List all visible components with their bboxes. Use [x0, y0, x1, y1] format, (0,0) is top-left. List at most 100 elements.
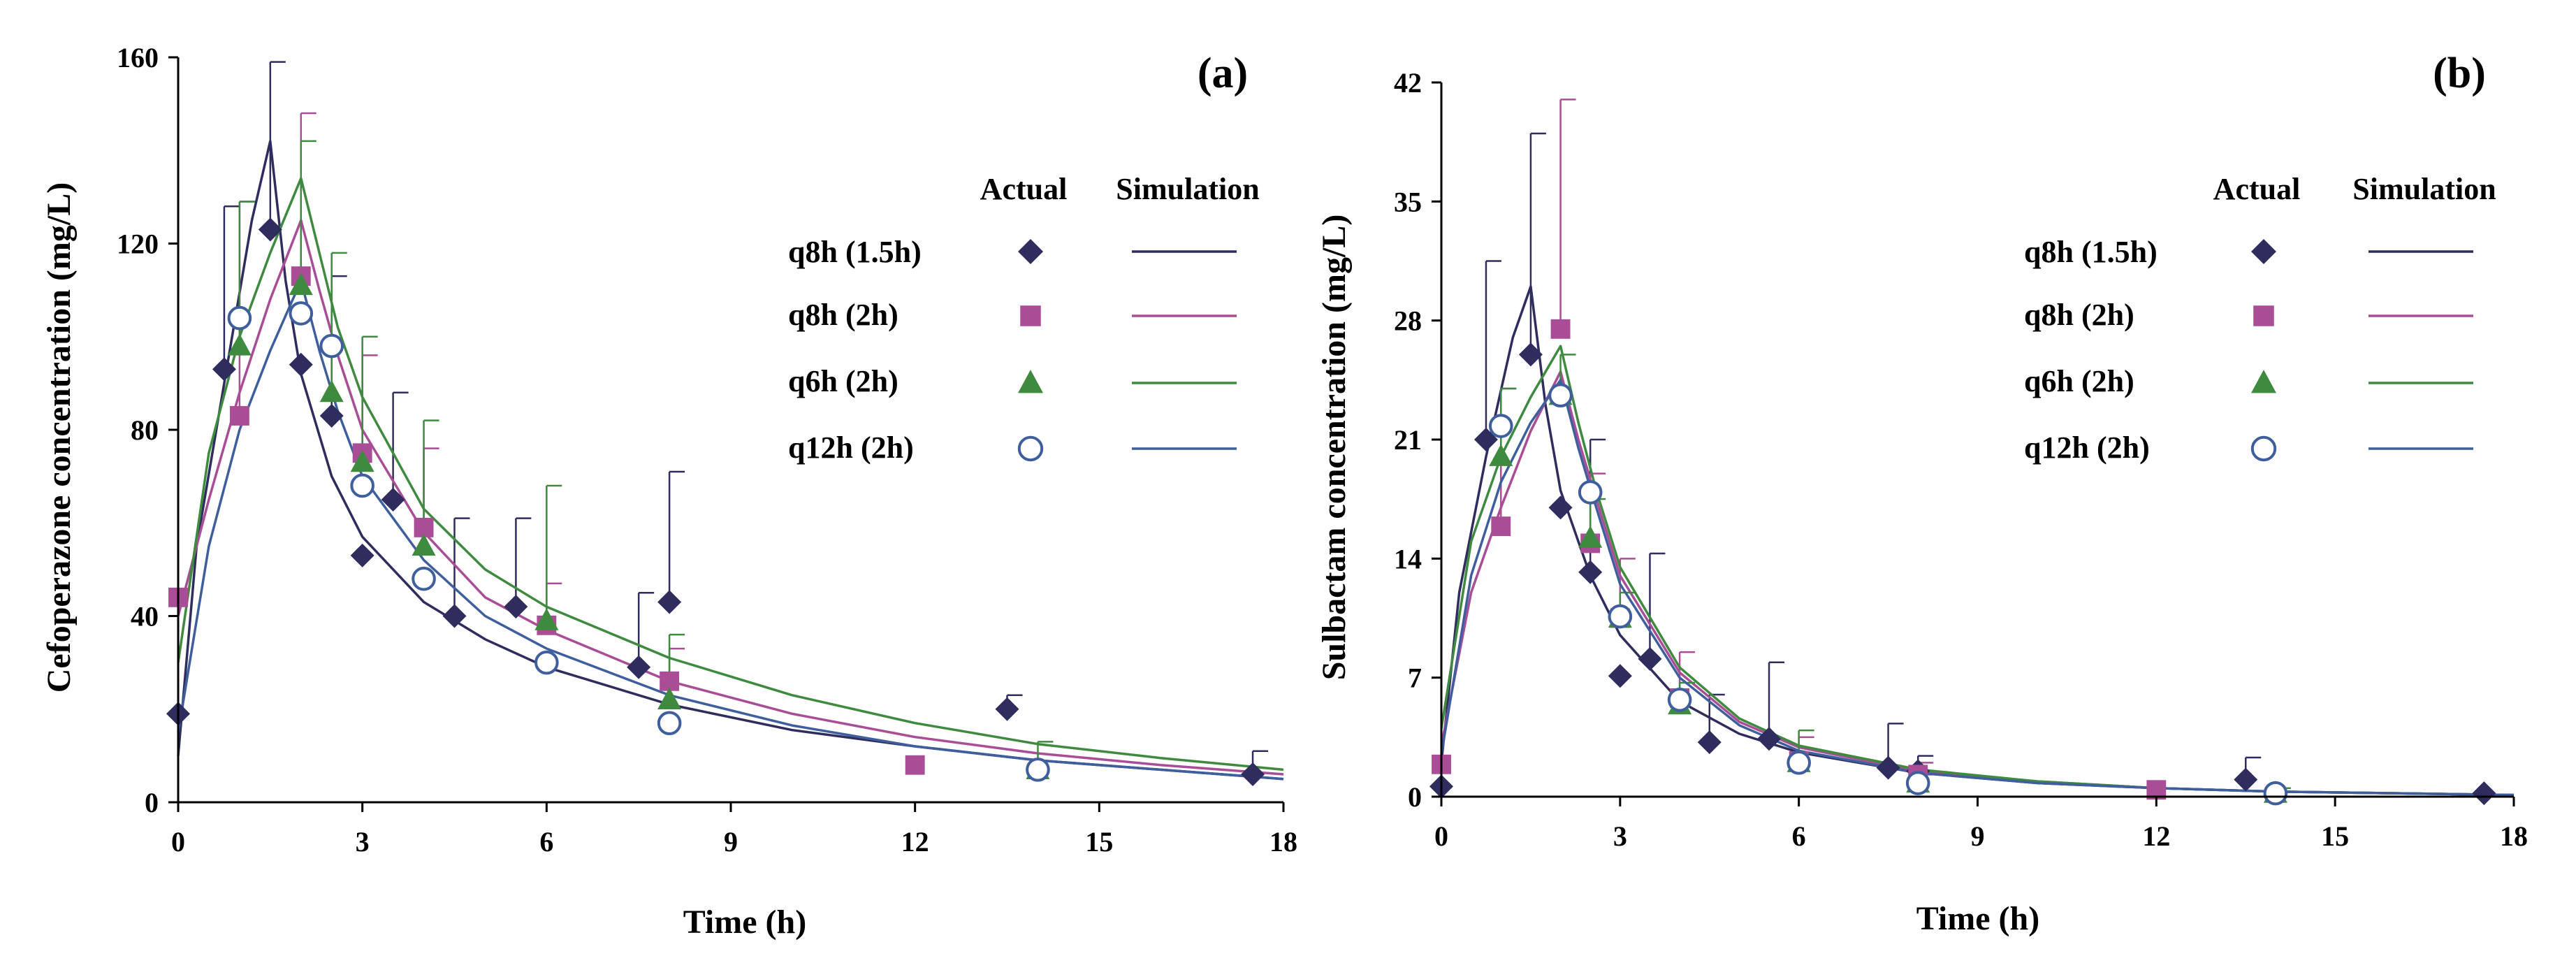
panel-a-actual-point-q8h-1-5h: [442, 604, 467, 628]
panel-a-legend-marker-q8h-2h: [1020, 305, 1041, 326]
panel-a-actual-point-q12h-2h: [1026, 758, 1050, 782]
panel-a-actual-point-q8h-2h: [229, 406, 249, 426]
panel-a-actual-point-q12h-2h: [657, 711, 682, 736]
panel-a-y-tick-label: 80: [131, 414, 159, 446]
panel-b-actual-point-q6h-2h: [1578, 526, 1603, 548]
panel-a-actual-point-q6h-2h: [657, 687, 682, 710]
panel-b-x-tick-label: 6: [1792, 820, 1806, 852]
panel-b-actual-point-q8h-1-5h: [1518, 342, 1543, 367]
panel-b-x-tick-label: 0: [1434, 820, 1448, 852]
panel-b-actual-point-q12h-2h: [1548, 383, 1573, 408]
panel-a-legend: Actual Simulation q8h (1.5h) q8h (2h) q6…: [788, 172, 1260, 465]
panel-a-actual-point-q6h-2h: [227, 333, 252, 356]
panel-a-actual-point-q6h-2h: [350, 449, 374, 472]
panel-a-x-tick-label: 3: [356, 826, 370, 857]
panel-a-actual-point-q12h-2h: [319, 333, 344, 358]
panel-b-simulation-line-q6h-2h: [1440, 345, 2515, 797]
panel-a-actual-point-q12h-2h: [412, 566, 436, 591]
panel-b-actual-point-q12h-2h: [1787, 751, 1811, 775]
panel-a-simulation-line-q8h-1-5h: [177, 140, 1284, 781]
panel-b-marks: [1429, 99, 2515, 806]
panel-b-y-tick-label: 42: [1394, 67, 1422, 99]
panel-a-actual-point-q8h-1-5h: [212, 357, 236, 382]
panel-b-legend-label-q8h-1-5h: q8h (1.5h): [2024, 235, 2157, 269]
panel-b-y-tick-label: 35: [1394, 186, 1422, 217]
panel-b-actual-point-q12h-2h: [2263, 781, 2288, 806]
panel-b-actual-point-q8h-1-5h: [1876, 755, 1900, 780]
panel-a-y-tick-label: 40: [131, 601, 159, 632]
panel-b-simulation-line-q8h-1-5h: [1440, 285, 2515, 797]
panel-b-actual-point-q12h-2h: [1578, 480, 1603, 505]
panel-a-cefoperazone: 0 3 6 9 12 15 18 0 40 80 120 160 Time (h) Cefoperaz…: [41, 42, 1297, 941]
panel-b-actual-point-q8h-2h: [1491, 516, 1511, 537]
panel-b-x-tick-label: 9: [1971, 820, 1985, 852]
panel-a-actual-point-q12h-2h: [350, 473, 374, 498]
panel-b-legend-simulation-header: Simulation: [2352, 172, 2496, 206]
panel-a-y-tick-label: 0: [145, 787, 159, 818]
panel-a-actual-point-q8h-2h: [905, 755, 925, 775]
panel-a-simulation-line-q8h-2h: [177, 219, 1284, 776]
panel-a-actual-point-q6h-2h: [289, 273, 313, 296]
panel-a-actual-point-q8h-1-5h: [319, 404, 344, 428]
panel-b-legend-symbols: [2250, 239, 2473, 462]
panel-a-x-tick-label: 15: [1085, 826, 1113, 857]
panel-b-actual-point-q12h-2h: [1488, 414, 1513, 438]
panel-a-x-tick-label: 18: [1269, 826, 1297, 857]
panel-a-ticks: 0 3 6 9 12 15 18 0 40 80 120 160: [117, 42, 1297, 857]
panel-b-y-tick-label: 14: [1394, 543, 1422, 574]
panel-a-actual-point-q8h-1-5h: [995, 697, 1019, 721]
panel-a-x-tick-label: 6: [539, 826, 553, 857]
panel-b-y-tick-label: 21: [1394, 424, 1422, 456]
panel-b-simulation-line-q8h-2h: [1440, 370, 2515, 797]
panel-b-legend-label-q12h-2h: q12h (2h): [2024, 430, 2150, 465]
panel-a-legend-label-q8h-2h: q8h (2h): [788, 298, 898, 332]
panel-a-actual-point-q12h-2h: [534, 650, 559, 675]
panel-b-legend-label-q6h-2h: q6h (2h): [2024, 364, 2134, 398]
panel-a-actual-point-q8h-1-5h: [627, 655, 651, 679]
panel-a-x-axis-label: Time (h): [683, 904, 806, 941]
panel-a-actual-point-q8h-1-5h: [381, 487, 405, 512]
panel-b-legend-marker-q8h-1-5h: [2251, 239, 2276, 264]
panel-b-actual-point-q8h-2h: [1550, 319, 1571, 339]
panel-a-actual-point-q8h-1-5h: [289, 352, 313, 377]
panel-a-simulation-line-q12h-2h: [177, 280, 1284, 781]
panel-b-ticks: 0 3 6 9 12 15 18 0 7 14 21 28 35 42: [1394, 67, 2528, 852]
panel-a-legend-label-q12h-2h: q12h (2h): [788, 430, 914, 465]
panel-a-actual-point-q8h-1-5h: [350, 543, 374, 567]
panel-b-actual-point-q8h-1-5h: [2472, 781, 2496, 806]
panel-a-actual-point-q6h-2h: [412, 533, 436, 556]
panel-b-legend-marker-q12h-2h: [2250, 435, 2277, 462]
panel-a-actual-point-q8h-1-5h: [657, 590, 682, 614]
panel-a-y-tick-label: 120: [117, 229, 159, 260]
panel-b-y-tick-label: 0: [1408, 781, 1422, 813]
panel-a-y-tick-label: 160: [117, 42, 159, 73]
panel-b-x-axis-label: Time (h): [1916, 900, 2039, 937]
panel-b-actual-point-q8h-1-5h: [1548, 495, 1573, 520]
panel-b-x-tick-label: 18: [2500, 820, 2528, 852]
panel-a-actual-point-q8h-1-5h: [504, 595, 528, 619]
panel-b-actual-point-q12h-2h: [1667, 688, 1692, 712]
panel-a-actual-point-q12h-2h: [227, 305, 252, 331]
panel-b-x-tick-label: 12: [2142, 820, 2170, 852]
panel-a-x-tick-label: 0: [171, 826, 185, 857]
panel-a-x-tick-label: 12: [901, 826, 929, 857]
panel-a-actual-point-q8h-1-5h: [1241, 762, 1265, 787]
panel-a-actual-point-q8h-1-5h: [258, 217, 282, 242]
panel-b-actual-point-q8h-1-5h: [1638, 646, 1662, 671]
panel-b-actual-point-q8h-1-5h: [2234, 767, 2258, 792]
panel-a-legend-marker-q8h-1-5h: [1018, 239, 1043, 264]
panel-a-legend-symbols: [1017, 239, 1237, 462]
panel-a-legend-marker-q12h-2h: [1017, 435, 1044, 462]
panel-a-x-tick-label: 9: [724, 826, 738, 857]
panel-a-legend-simulation-header: Simulation: [1116, 172, 1259, 206]
panel-b-legend: Actual Simulation q8h (1.5h) q8h (2h) q6…: [2024, 172, 2496, 465]
panel-b-x-tick-label: 15: [2321, 820, 2349, 852]
panel-b-y-axis-label: Sulbactam concentration (mg/L): [1316, 215, 1353, 681]
panel-b-y-tick-label: 7: [1408, 662, 1422, 694]
panel-a-actual-point-q6h-2h: [534, 608, 559, 630]
panel-a-actual-point-q6h-2h: [319, 379, 344, 403]
panel-b-legend-marker-q8h-2h: [2253, 305, 2274, 326]
panel-b-actual-point-q8h-1-5h: [1697, 730, 1722, 755]
panel-a-legend-marker-q6h-2h: [1018, 370, 1043, 393]
